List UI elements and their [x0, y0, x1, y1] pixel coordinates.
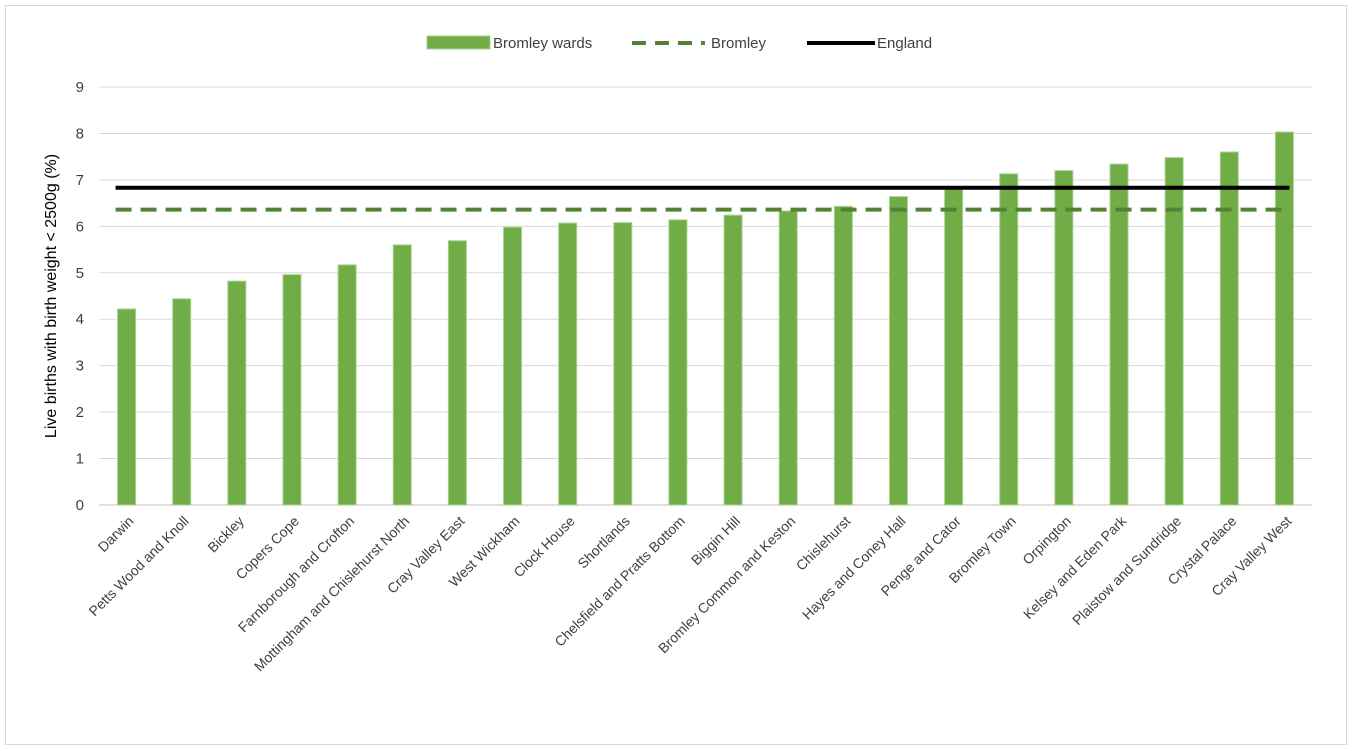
gridlines	[99, 86, 1312, 506]
bar	[613, 222, 633, 506]
x-tick-label: Bickley	[204, 513, 247, 556]
y-axis-ticks: 0 1 2 3 4 5 6 7 8 9	[76, 79, 84, 514]
reference-lines	[115, 185, 1290, 212]
legend-label: Bromley	[711, 35, 767, 52]
y-tick-label: 8	[76, 125, 84, 142]
bar	[833, 205, 853, 506]
y-tick-label: 7	[76, 172, 84, 189]
x-tick-label: Biggin Hill	[688, 513, 743, 568]
x-tick-label: Hayes and Coney Hall	[799, 513, 909, 623]
y-tick-label: 4	[76, 311, 84, 328]
y-tick-label: 3	[76, 358, 84, 375]
bars	[117, 131, 1294, 506]
bar	[447, 240, 467, 506]
bar	[558, 222, 578, 506]
bar	[944, 187, 964, 506]
y-tick-label: 1	[76, 451, 84, 468]
y-tick-label: 9	[76, 79, 84, 96]
bar	[1109, 163, 1129, 506]
bar	[337, 264, 357, 506]
bar-chart: Bromley wards Bromley England 0 1 2 3 4 5 6 7 8 9 D…	[43, 35, 1312, 674]
bar	[723, 214, 743, 506]
y-tick-label: 2	[76, 404, 84, 421]
y-tick-label: 0	[76, 497, 84, 514]
legend-label: Bromley wards	[493, 35, 592, 52]
bar	[1054, 170, 1074, 506]
x-tick-label: Darwin	[95, 513, 137, 555]
bar	[1164, 157, 1184, 506]
bar	[503, 226, 523, 506]
bar	[117, 308, 137, 506]
bar	[1219, 151, 1239, 506]
bar	[888, 196, 908, 506]
x-tick-label: Plaistow and Sundridge	[1069, 513, 1184, 628]
legend: Bromley wards Bromley England	[426, 35, 932, 52]
bar	[668, 219, 688, 506]
legend-bar-swatch	[426, 35, 491, 50]
chart-frame: Bromley wards Bromley England 0 1 2 3 4 5 6 7 8 9 D…	[5, 5, 1347, 745]
bar	[392, 244, 412, 506]
x-tick-label: Shortlands	[574, 513, 633, 572]
bar	[778, 210, 798, 506]
bar	[227, 280, 247, 506]
x-tick-label: Kelsey and Eden Park	[1020, 512, 1130, 622]
y-tick-label: 6	[76, 218, 84, 235]
bar	[999, 173, 1019, 506]
legend-label: England	[877, 35, 932, 52]
bar	[172, 298, 192, 506]
bar	[282, 274, 302, 506]
x-tick-label: Orpington	[1019, 513, 1074, 568]
y-axis-title: Live births with birth weight < 2500g (%…	[43, 154, 60, 438]
x-tick-label: Petts Wood and Knoll	[85, 513, 191, 619]
y-tick-label: 5	[76, 265, 84, 282]
bar	[1274, 131, 1294, 506]
